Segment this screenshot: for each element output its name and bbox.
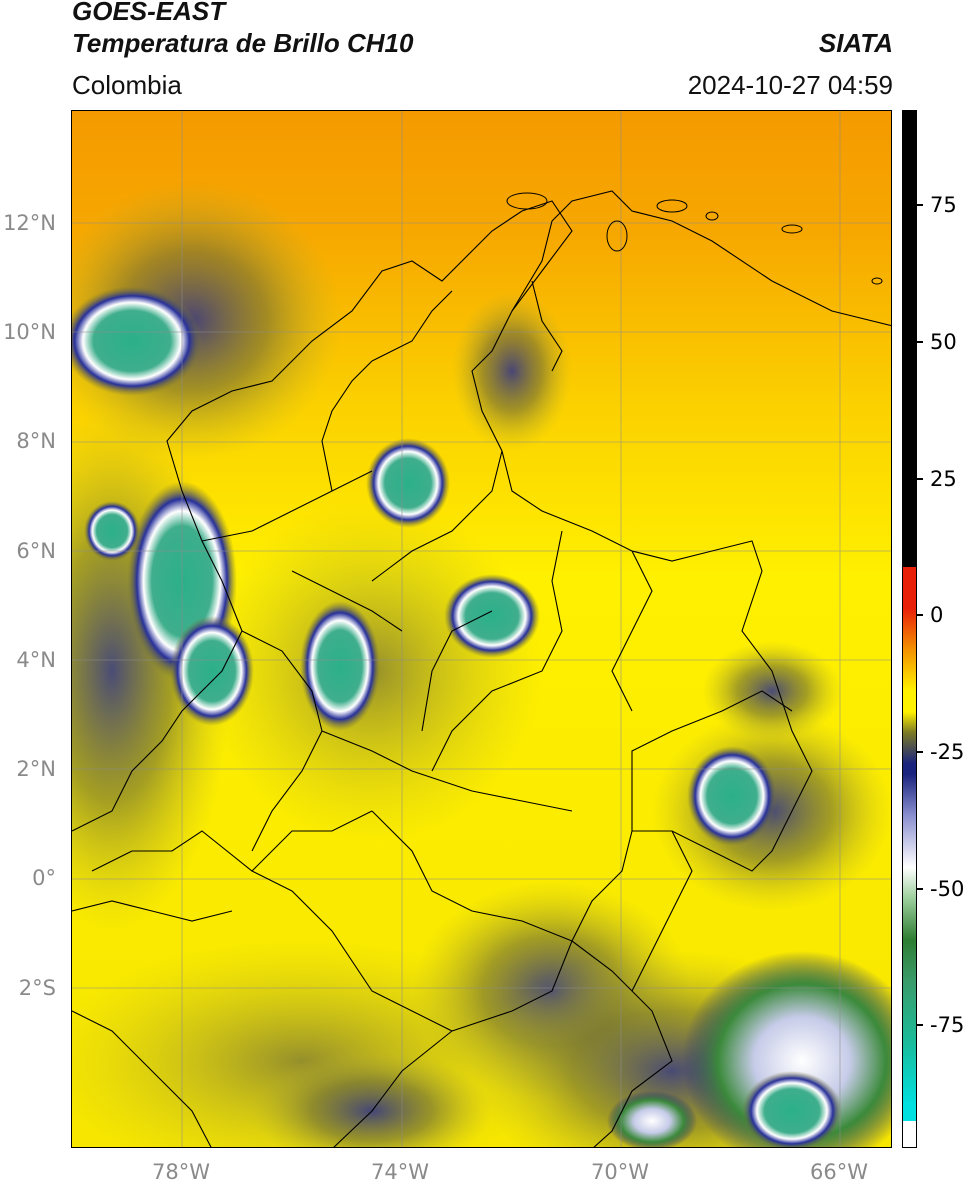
lat-label: 10°N [3,320,56,344]
colorbar-label: 25 [930,467,957,491]
colorbar-tick [917,751,923,753]
storm-cell [72,286,202,396]
colorbar-label: -25 [930,740,965,764]
colorbar [902,110,917,1148]
storm-cell [170,616,254,726]
colorbar-label: -75 [930,1013,965,1037]
colorbar-label: -50 [930,877,965,901]
storm-cell [687,746,777,846]
satellite-title: GOES-EAST [72,0,226,26]
colorbar-label: 0 [930,603,944,627]
lat-label: 2°N [16,757,56,781]
satellite-map [71,110,892,1148]
lat-label: 6°N [16,539,56,563]
colorbar-tick [917,478,923,480]
islands [506,192,883,285]
lon-label: 78°W [152,1160,210,1184]
colorbar-label: 75 [930,193,957,217]
brand-label: SIATA [818,28,893,58]
storm-cell [84,501,140,561]
gridlines [72,111,891,1147]
map-canvas [72,111,891,1147]
region-label: Colombia [72,70,182,100]
colorbar-tick [917,204,923,206]
timestamp-label: 2024-10-27 04:59 [687,70,893,100]
lat-label: 8°N [16,429,56,453]
borders [72,190,891,1147]
lat-label: 12°N [3,211,56,235]
storm-cell [366,438,450,528]
storm-cell [444,574,540,658]
colorbar-tick [917,341,923,343]
lat-label: 0° [32,866,56,890]
colorbar-label: 50 [930,330,957,354]
lon-label: 66°W [810,1160,868,1184]
colorbar-tick [917,614,923,616]
lat-label: 4°N [16,648,56,672]
colorbar-tick [917,1024,923,1026]
lon-label: 70°W [591,1160,649,1184]
colorbar-tick [917,888,923,890]
product-title: Temperatura de Brillo CH10 [72,28,414,58]
lon-label: 74°W [371,1160,429,1184]
storm-cell [300,601,380,731]
lat-label: 2°S [18,976,56,1000]
